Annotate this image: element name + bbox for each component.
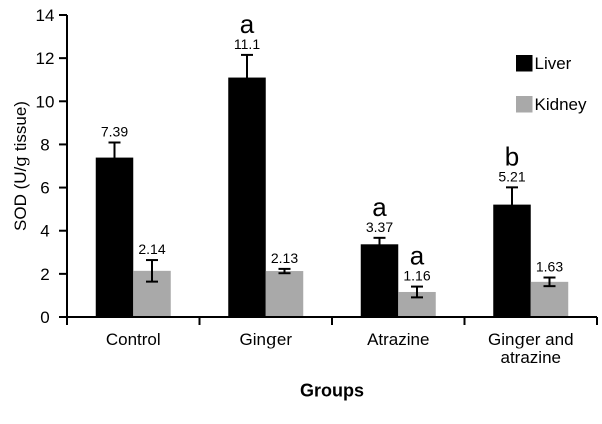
value-label: 1.63 [536,259,563,275]
bar-liver-ginger-and [493,204,531,317]
bar-kidney-ginger [265,271,304,317]
significance-letter: a [410,241,425,271]
value-label: 7.39 [101,123,128,139]
value-label: 1.16 [403,268,430,284]
bar-kidney-ginger-and [530,281,569,317]
category-label: Control [106,330,161,349]
legend-label-liver: Liver [535,54,572,73]
significance-letter: b [505,141,519,171]
bar-liver-atrazine [360,244,399,317]
value-label: 5.21 [498,168,525,184]
legend-swatch-kidney [516,96,533,113]
significance-letter: a [240,9,255,39]
x-axis-title: Groups [299,380,365,401]
value-label: 2.14 [138,241,165,257]
y-tick-label: 10 [36,92,55,111]
y-tick-label: 4 [40,222,49,241]
bar-liver-ginger [228,77,266,317]
legend-label-kidney: Kidney [535,95,587,114]
y-tick-label: 12 [36,49,55,68]
value-label: 3.37 [366,219,393,235]
legend-swatch-liver [516,55,533,72]
bar-liver-control [95,157,134,317]
y-tick-label: 8 [40,135,49,154]
significance-letter: a [372,192,387,222]
y-tick-label: 2 [40,265,49,284]
category-label: Atrazine [367,330,429,349]
value-label: 2.13 [271,250,298,266]
y-tick-label: 0 [40,308,49,327]
category-label: Ginger [240,330,293,350]
y-axis-title: SOD (U/g tissue) [11,101,31,231]
y-tick-label: 6 [40,179,49,198]
category-label: Ginger and atrazine [488,330,574,367]
value-label: 11.1 [234,36,260,52]
y-tick-label: 14 [36,6,55,25]
